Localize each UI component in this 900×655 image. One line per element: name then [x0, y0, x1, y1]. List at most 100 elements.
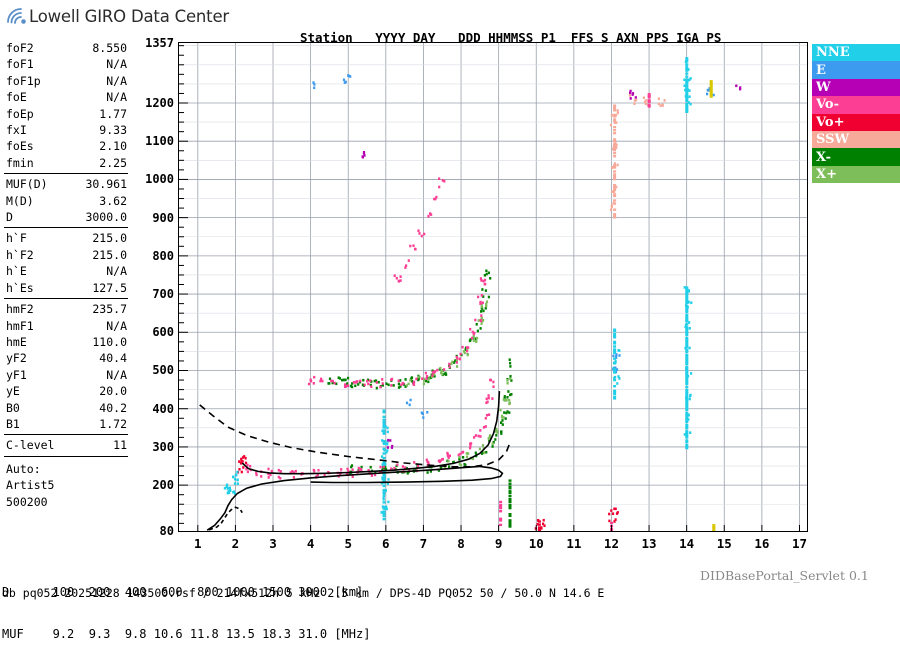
echo-pixel — [489, 434, 492, 437]
rfi-pixel — [685, 63, 689, 66]
echo-pixel — [389, 439, 392, 442]
legend-item-nne[interactable]: NNE — [812, 44, 900, 62]
legend-item-e[interactable]: E — [812, 61, 900, 79]
echo-pixel — [379, 465, 382, 469]
echo-pixel — [688, 89, 691, 92]
echo-pixel — [373, 379, 376, 383]
rfi-pixel — [537, 527, 541, 531]
rfi-pixel — [685, 329, 689, 332]
echo-pixel — [446, 451, 449, 455]
legend-item-w[interactable]: W — [812, 78, 900, 97]
echo-pixel — [614, 366, 617, 369]
echo-pixel — [350, 464, 354, 467]
param-value: N/A — [106, 318, 127, 333]
echo-pixel — [383, 448, 386, 452]
rfi-pixel — [508, 506, 512, 510]
echo-pixel — [405, 264, 408, 267]
rfi-pixel — [382, 429, 386, 432]
echo-pixel — [482, 295, 485, 298]
echo-pixel — [458, 458, 461, 461]
echo-pixel — [381, 476, 384, 479]
legend-label: W — [816, 79, 831, 95]
echo-pixel — [688, 397, 691, 401]
rfi-pixel — [685, 109, 689, 112]
rfi-pixel — [382, 505, 386, 509]
echo-pixel — [345, 472, 348, 476]
echo-pixel — [614, 166, 617, 169]
echo-pixel — [414, 247, 417, 251]
legend-item-vo-[interactable]: Vo- — [812, 96, 900, 114]
param-value: 2.25 — [99, 155, 127, 170]
muf-row: MUF 9.2 9.3 9.8 10.6 11.8 13.5 18.3 31.0… — [2, 627, 371, 641]
rfi-pixel — [685, 336, 689, 340]
echo-pixel — [479, 429, 482, 432]
x-tick-label: 5 — [344, 536, 352, 551]
echo-pixel — [735, 84, 738, 88]
rfi-pixel — [508, 514, 512, 517]
rfi-pixel — [685, 81, 689, 84]
rfi-pixel — [613, 144, 617, 147]
rfi-pixel — [613, 155, 617, 158]
echo-pixel — [508, 358, 511, 361]
legend-item-vo-[interactable]: Vo+ — [812, 113, 900, 131]
param-key: yF2 — [6, 351, 27, 366]
echo-pixel — [451, 360, 454, 364]
rfi-pixel — [613, 368, 617, 371]
rfi-pixel — [647, 93, 651, 96]
rfi-pixel — [685, 292, 689, 295]
echo-pixel — [441, 179, 444, 182]
echo-pixel — [347, 74, 350, 78]
legend-item-ssw[interactable]: SSW — [812, 130, 900, 149]
rfi-pixel — [613, 333, 617, 336]
param-group-profile: hmF2 235.7 hmF1 N/A hmE 110.0 yF2 40.4 yF1 N/… — [2, 301, 130, 432]
param-key: h`F — [6, 231, 27, 246]
rfi-pixel — [685, 439, 689, 442]
echo-pixel — [386, 426, 389, 430]
echo-pixel — [614, 507, 617, 511]
echo-pixel — [426, 411, 429, 414]
echo-pixel — [381, 382, 384, 385]
param-row: B1 1.72 — [2, 416, 130, 432]
legend-item-x-[interactable]: X+ — [812, 165, 900, 184]
echo-pixel — [441, 373, 444, 376]
rfi-pixel — [382, 489, 386, 492]
rfi-pixel — [685, 379, 689, 383]
echo-pixel — [506, 379, 509, 382]
rfi-pixel — [613, 348, 617, 351]
divider — [4, 298, 128, 300]
rfi-pixel — [685, 317, 689, 320]
echo-pixel — [360, 465, 363, 469]
rfi-pixel — [709, 89, 713, 92]
rfi-pixel — [685, 405, 689, 409]
x-tick-label: 16 — [754, 536, 770, 551]
echo-pixel — [616, 511, 619, 514]
echo-pixel — [412, 383, 415, 386]
echo-pixel — [448, 365, 451, 369]
rfi-pixel — [685, 106, 689, 109]
echo-pixel — [484, 282, 487, 286]
echo-pixel — [479, 327, 482, 330]
param-key: hmF2 — [6, 302, 34, 317]
rfi-pixel — [613, 392, 617, 396]
rfi-pixel — [685, 67, 689, 71]
echo-pixel — [439, 466, 442, 470]
ionogram-plot[interactable] — [178, 42, 808, 532]
echo-pixel — [232, 490, 235, 494]
echo-pixel — [487, 271, 490, 275]
echo-pixel — [223, 486, 226, 490]
echo-pixel — [392, 384, 395, 387]
echo-pixel — [255, 473, 258, 477]
echo-pixel — [277, 475, 280, 479]
rfi-pixel — [613, 176, 617, 179]
echo-pixel — [369, 379, 372, 382]
echo-pixel — [260, 475, 263, 478]
rfi-pixel — [685, 372, 689, 375]
echo-pixel — [226, 491, 229, 495]
rfi-pixel — [382, 432, 386, 435]
echo-pixel — [431, 375, 434, 379]
param-key: C-level — [6, 438, 55, 453]
echo-pixel — [536, 523, 539, 526]
legend-item-x-[interactable]: X- — [812, 148, 900, 166]
rfi-pixel — [685, 445, 689, 448]
rfi-pixel — [709, 95, 713, 98]
